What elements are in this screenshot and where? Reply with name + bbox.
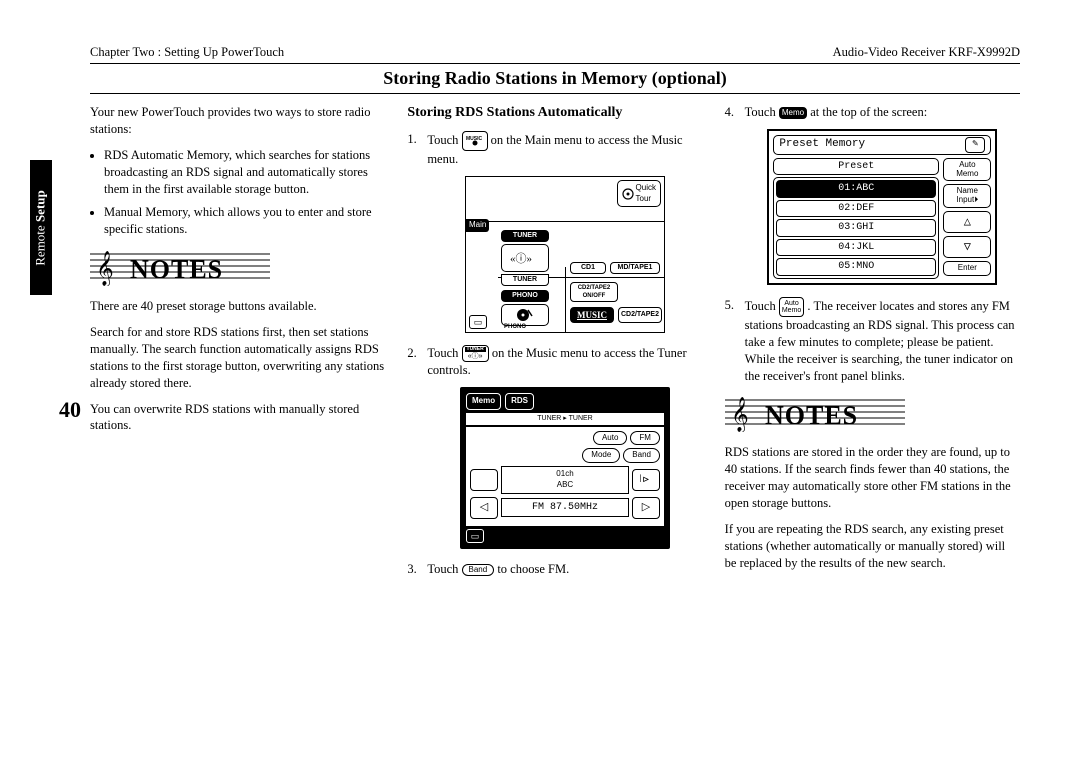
band-button-inline: Band (462, 564, 495, 576)
figure-tuner: Memo RDS TUNER ▸ TUNER Auto FM Mode (427, 387, 702, 548)
step-2: Touch TUNER «ⓘ» on the Music menu to acc… (407, 345, 702, 549)
mode-pill[interactable]: Mode (582, 448, 620, 463)
next-preset-button[interactable]: ⃒⊳ (632, 469, 660, 491)
down-arrow-button[interactable]: ▽ (943, 236, 991, 258)
screen-icon: ▭ (466, 529, 484, 543)
page-number: 40 (53, 397, 87, 423)
note-overwrite: You can overwrite RDS stations with manu… (90, 401, 385, 435)
preset-item[interactable]: 03:GHI (776, 219, 936, 237)
quick-tour-button[interactable]: Quick Tour (617, 180, 661, 208)
step-5: Touch Auto Memo . The receiver locates a… (725, 297, 1020, 385)
tuner-icon[interactable]: «ⓘ» (501, 244, 549, 272)
svg-text:𝄞: 𝄞 (96, 251, 114, 286)
rds-button[interactable]: RDS (505, 393, 534, 410)
sub-heading: Storing RDS Stations Automatically (407, 104, 702, 123)
step-1: Touch MUSIC on the Main menu to access t… (407, 131, 702, 333)
pencil-icon[interactable]: ✎ (965, 137, 985, 153)
enter-button[interactable]: Enter (943, 261, 991, 276)
auto-pill[interactable]: Auto (593, 431, 627, 446)
cd2tape2-button[interactable]: CD2/TAPE2 (618, 307, 662, 323)
auto-memo-button-inline: Auto Memo (779, 297, 804, 317)
preset-item[interactable]: 05:MNO (776, 258, 936, 276)
svg-text:«ⓘ»: «ⓘ» (510, 252, 532, 265)
tuner-button[interactable]: TUNER (501, 230, 549, 242)
memo-button[interactable]: Memo (466, 393, 501, 410)
svg-text:NOTES: NOTES (130, 255, 223, 284)
svg-text:NOTES: NOTES (765, 401, 858, 430)
column-2: Storing RDS Stations Automatically Touch… (407, 104, 702, 585)
note-repeat-search: If you are repeating the RDS search, any… (725, 521, 1020, 572)
band-pill[interactable]: Band (623, 448, 660, 463)
intro-text: Your new PowerTouch provides two ways to… (90, 104, 385, 138)
phono-button[interactable]: PHONO (501, 290, 549, 302)
figure-main-menu: Quick Tour Main TUNER «ⓘ» (427, 176, 702, 333)
preset-item[interactable]: 01:ABC (776, 180, 936, 198)
preset-item[interactable]: 04:JKL (776, 239, 936, 257)
cd2tape2-onoff-button[interactable]: CD2/TAPE2 ON/OFF (570, 282, 618, 302)
figure-preset-memory: Preset Memory ✎ Preset 01:ABC 02:DEF 03: (745, 129, 1020, 285)
channel-display: 01ch ABC (501, 466, 629, 494)
preset-item[interactable]: 02:DEF (776, 200, 936, 218)
step-4: Touch Memo at the top of the screen: Pre… (725, 104, 1020, 285)
product-label: Audio-Video Receiver KRF-X9992D (833, 45, 1020, 60)
name-input-button[interactable]: Name Input⏵ (943, 184, 991, 208)
screen-icon: ▭ (469, 315, 487, 329)
bullet-rds: RDS Automatic Memory, which searches for… (104, 147, 385, 198)
notes-graphic: 𝄞 NOTES (90, 248, 385, 286)
cd1-button[interactable]: CD1 (570, 262, 606, 274)
music-icon: MUSIC (462, 131, 488, 151)
column-1: Your new PowerTouch provides two ways to… (90, 104, 385, 585)
tuner-icon-inline: TUNER «ⓘ» (462, 345, 489, 362)
preset-memory-title: Preset Memory (779, 137, 865, 152)
side-tab: Remote Setup (30, 160, 52, 295)
music-button[interactable]: MUSIC (570, 307, 614, 323)
mdtape1-button[interactable]: MD/TAPE1 (610, 262, 660, 274)
tune-down-button[interactable]: ◁ (470, 497, 498, 519)
notes-graphic: 𝄞 NOTES (725, 394, 1020, 432)
preset-label: Preset (773, 158, 939, 176)
note-presets: There are 40 preset storage buttons avai… (90, 298, 385, 315)
svg-text:𝄞: 𝄞 (731, 397, 749, 432)
fm-pill[interactable]: FM (630, 431, 660, 446)
step-3: Touch Band to choose FM. (407, 561, 702, 578)
chapter-label: Chapter Two : Setting Up PowerTouch (90, 45, 284, 60)
memo-button-inline: Memo (779, 107, 807, 119)
bullet-manual: Manual Memory, which allows you to enter… (104, 204, 385, 238)
prev-preset-button[interactable]: ⊲⃒ (470, 469, 498, 491)
up-arrow-button[interactable]: △ (943, 211, 991, 233)
note-search: Search for and store RDS stations first,… (90, 324, 385, 392)
note-rds-order: RDS stations are stored in the order the… (725, 444, 1020, 512)
auto-memo-button[interactable]: Auto Memo (943, 158, 991, 182)
page-title: Storing Radio Stations in Memory (option… (90, 63, 1020, 94)
column-3: Touch Memo at the top of the screen: Pre… (725, 104, 1020, 585)
tune-up-button[interactable]: ▷ (632, 497, 660, 519)
tuner-label: TUNER (501, 274, 549, 286)
freq-display: FM 87.50MHz (501, 498, 629, 518)
preset-list: 01:ABC 02:DEF 03:GHI 04:JKL 05:MNO (773, 177, 939, 279)
breadcrumb: TUNER ▸ TUNER (466, 413, 664, 424)
